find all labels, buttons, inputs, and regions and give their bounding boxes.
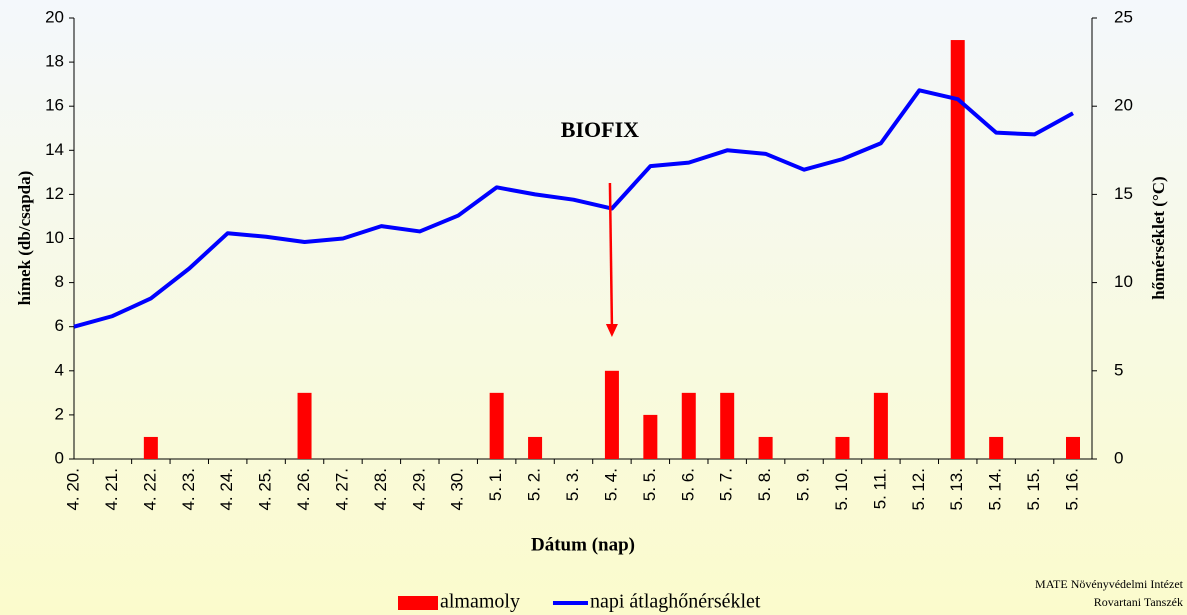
x-tick-label: 5. 12.	[909, 468, 928, 511]
x-tick-label: 5. 3.	[563, 468, 582, 501]
x-tick-label: 5. 7.	[717, 468, 736, 501]
y2-axis-title: hőmérséklet (°C)	[1149, 176, 1168, 299]
bar	[297, 392, 312, 459]
x-tick-label: 4. 27.	[332, 468, 351, 511]
y-tick-label: 0	[55, 448, 64, 467]
source: Rovartani Tanszék	[1094, 595, 1183, 609]
y-tick-label: 10	[45, 228, 64, 247]
annotation-arrow	[608, 182, 614, 327]
y-tick-label: 16	[45, 96, 64, 115]
y-tick-label: 6	[55, 316, 64, 335]
bar	[758, 436, 773, 459]
legend-swatch	[398, 596, 438, 610]
bar	[681, 392, 696, 459]
bar	[873, 392, 888, 459]
bar	[1066, 436, 1080, 459]
bar	[143, 436, 158, 459]
y-tick-label: 4	[55, 360, 64, 379]
y2-tick-label: 0	[1114, 448, 1123, 467]
y2-tick-label: 10	[1114, 272, 1133, 291]
x-tick-label: 5. 4.	[601, 468, 620, 501]
x-tick-label: 5. 6.	[678, 468, 697, 501]
x-tick-label: 4. 24.	[217, 468, 236, 511]
y-axis-title: hímek (db/csapda)	[15, 171, 34, 306]
x-axis-title: Dátum (nap)	[531, 534, 635, 555]
annotation: BIOFIX	[561, 117, 639, 142]
y2-tick-label: 15	[1114, 184, 1133, 203]
x-tick-label: 5. 13.	[947, 468, 966, 511]
x-tick-label: 5. 14.	[986, 468, 1005, 511]
bar	[528, 436, 543, 459]
line	[73, 88, 1074, 329]
annotation-arrowhead	[605, 324, 618, 337]
bar	[604, 370, 619, 459]
x-tick-label: 4. 30.	[448, 468, 467, 511]
x-tick-label: 4. 28.	[371, 468, 390, 511]
y-tick-label: 12	[45, 184, 64, 203]
x-tick-label: 5. 16.	[1062, 468, 1081, 511]
x-tick-label: 5. 2.	[525, 468, 544, 501]
x-tick-label: 5. 9.	[794, 468, 813, 501]
x-tick-label: 4. 23.	[179, 468, 198, 511]
y-tick-label: 18	[45, 52, 64, 71]
x-tick-label: 4. 22.	[140, 468, 159, 511]
x-tick-label: 5. 8.	[755, 468, 774, 501]
bar	[835, 436, 850, 459]
y-tick-label: 2	[55, 404, 64, 423]
y-tick-label: 20	[45, 7, 64, 26]
bar	[643, 414, 658, 459]
bar	[489, 392, 504, 459]
bar	[989, 436, 1004, 459]
bar	[720, 392, 735, 459]
x-tick-label: 5. 5.	[640, 468, 659, 501]
y2-tick-label: 5	[1114, 360, 1123, 379]
x-tick-label: 5. 15.	[1024, 468, 1043, 511]
y2-tick-label: 20	[1114, 96, 1133, 115]
x-tick-label: 4. 25.	[256, 468, 275, 511]
y-tick-label: 8	[55, 272, 64, 291]
x-tick-label: 4. 20.	[63, 468, 82, 511]
bar	[950, 40, 965, 460]
x-tick-label: 5. 10.	[832, 468, 851, 511]
x-tick-label: 5. 1.	[486, 468, 505, 501]
y2-tick-label: 25	[1114, 7, 1133, 26]
source: MATE Növényvédelmi Intézet	[1035, 577, 1184, 591]
y-tick-label: 14	[45, 140, 64, 159]
x-tick-label: 5. 11.	[870, 468, 889, 509]
x-tick-label: 4. 26.	[294, 468, 313, 511]
x-tick-label: 4. 21.	[102, 468, 121, 511]
legend-label: almamoly	[440, 591, 520, 613]
legend-label: napi átlaghőnérséklet	[590, 591, 761, 613]
x-tick-label: 4. 29.	[409, 468, 428, 511]
